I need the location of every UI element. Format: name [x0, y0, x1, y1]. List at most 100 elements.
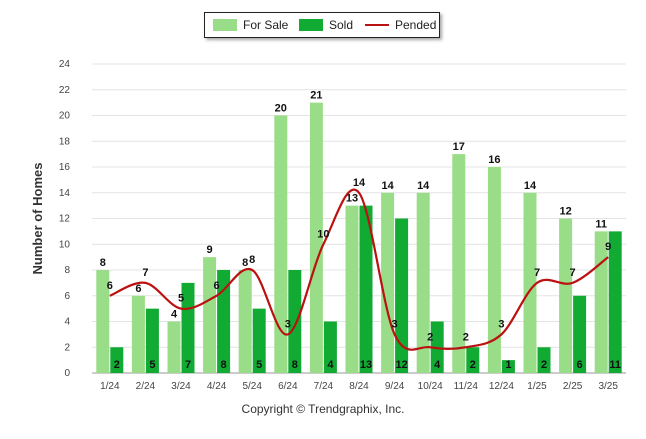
y-tick-label: 18 — [59, 136, 71, 147]
x-tick-label: 10/24 — [418, 381, 443, 392]
bar-for-sale — [131, 295, 145, 373]
data-label-for-sale: 16 — [488, 154, 500, 166]
data-label-sold: 12 — [395, 359, 407, 371]
data-label-sold: 13 — [360, 359, 372, 371]
legend-swatch-for-sale — [213, 19, 237, 31]
data-label-pended: 2 — [427, 331, 433, 343]
data-label-for-sale: 8 — [100, 257, 106, 269]
data-label-pended: 3 — [498, 318, 504, 330]
y-axis-title: Number of Homes — [30, 163, 45, 275]
data-label-for-sale: 14 — [524, 180, 537, 192]
data-label-sold: 4 — [327, 359, 334, 371]
line-pended — [109, 188, 609, 351]
bar-sold — [573, 295, 587, 373]
y-tick-label: 2 — [64, 342, 70, 353]
data-label-for-sale: 21 — [310, 90, 322, 102]
data-label-sold: 5 — [256, 359, 262, 371]
bar-sold — [359, 205, 373, 373]
data-label-pended: 7 — [142, 267, 148, 279]
data-label-for-sale: 9 — [207, 244, 213, 256]
y-tick-label: 0 — [64, 368, 70, 379]
bar-sold — [395, 218, 409, 373]
data-label-sold: 2 — [541, 359, 547, 371]
bar-for-sale — [96, 270, 110, 373]
data-label-sold: 7 — [185, 359, 191, 371]
data-label-for-sale: 6 — [135, 283, 141, 295]
bar-for-sale — [487, 167, 501, 373]
legend-label-pended: Pended — [395, 18, 437, 32]
x-tick-label: 7/24 — [314, 381, 334, 392]
data-label-for-sale: 4 — [171, 309, 178, 321]
data-label-sold: 2 — [114, 359, 120, 371]
x-tick-label: 2/25 — [563, 381, 583, 392]
bar-sold — [537, 347, 551, 373]
data-label-pended: 14 — [353, 177, 366, 189]
bar-for-sale — [381, 192, 395, 373]
x-tick-label: 9/24 — [385, 381, 405, 392]
bar-sold — [181, 282, 195, 373]
x-tick-label: 11/24 — [454, 381, 479, 392]
y-tick-label: 4 — [64, 317, 70, 328]
y-tick-label: 6 — [64, 291, 70, 302]
data-label-sold: 5 — [149, 359, 155, 371]
x-tick-label: 3/25 — [598, 381, 618, 392]
data-label-for-sale: 12 — [559, 206, 571, 218]
y-tick-label: 20 — [59, 111, 71, 122]
bar-sold — [608, 231, 622, 373]
x-tick-label: 4/24 — [207, 381, 227, 392]
data-label-pended: 6 — [214, 280, 220, 292]
bar-for-sale — [523, 192, 537, 373]
data-label-sold: 11 — [609, 359, 621, 371]
data-label-pended: 10 — [317, 228, 329, 240]
data-label-for-sale: 8 — [242, 257, 248, 269]
copyright-text: Copyright © Trendgraphix, Inc. — [241, 402, 405, 416]
data-label-for-sale: 11 — [595, 218, 607, 230]
bar-sold — [145, 308, 159, 373]
y-tick-label: 12 — [59, 214, 71, 225]
data-label-for-sale: 20 — [275, 103, 287, 115]
x-tick-label: 3/24 — [171, 381, 191, 392]
bar-sold — [217, 270, 231, 373]
bar-sold — [110, 347, 124, 373]
data-label-for-sale: 14 — [417, 180, 430, 192]
bar-sold — [323, 321, 337, 373]
data-label-pended: 3 — [392, 318, 398, 330]
bar-for-sale — [203, 257, 217, 373]
x-tick-label: 8/24 — [349, 381, 369, 392]
data-label-pended: 6 — [107, 280, 113, 292]
x-tick-label: 1/25 — [527, 381, 547, 392]
y-tick-label: 8 — [64, 265, 70, 276]
data-label-for-sale: 14 — [381, 180, 394, 192]
data-label-for-sale: 17 — [453, 141, 465, 153]
data-label-pended: 7 — [570, 267, 576, 279]
data-label-sold: 6 — [577, 359, 583, 371]
bar-for-sale — [559, 218, 573, 373]
bar-for-sale — [416, 192, 430, 373]
data-label-pended: 3 — [285, 318, 291, 330]
data-label-pended: 8 — [249, 254, 255, 266]
legend-label-for-sale: For Sale — [243, 18, 289, 32]
y-tick-label: 24 — [59, 59, 71, 70]
bar-sold — [288, 270, 302, 373]
legend-label-sold: Sold — [329, 18, 354, 32]
data-label-sold: 4 — [434, 359, 441, 371]
data-label-sold: 8 — [221, 359, 227, 371]
x-tick-label: 2/24 — [136, 381, 156, 392]
bar-for-sale — [309, 102, 323, 373]
y-tick-label: 16 — [59, 162, 71, 173]
data-label-sold: 1 — [505, 359, 511, 371]
data-label-pended: 2 — [463, 331, 469, 343]
bar-for-sale — [274, 115, 288, 373]
bar-for-sale — [452, 154, 466, 373]
bar-sold — [466, 347, 480, 373]
x-tick-label: 12/24 — [489, 381, 514, 392]
data-label-pended: 7 — [534, 267, 540, 279]
y-tick-label: 22 — [59, 85, 71, 96]
y-tick-label: 10 — [59, 239, 71, 250]
data-label-pended: 9 — [605, 241, 611, 253]
data-label-pended: 5 — [178, 293, 184, 305]
legend-swatch-sold — [299, 19, 323, 31]
bar-for-sale — [238, 270, 252, 373]
